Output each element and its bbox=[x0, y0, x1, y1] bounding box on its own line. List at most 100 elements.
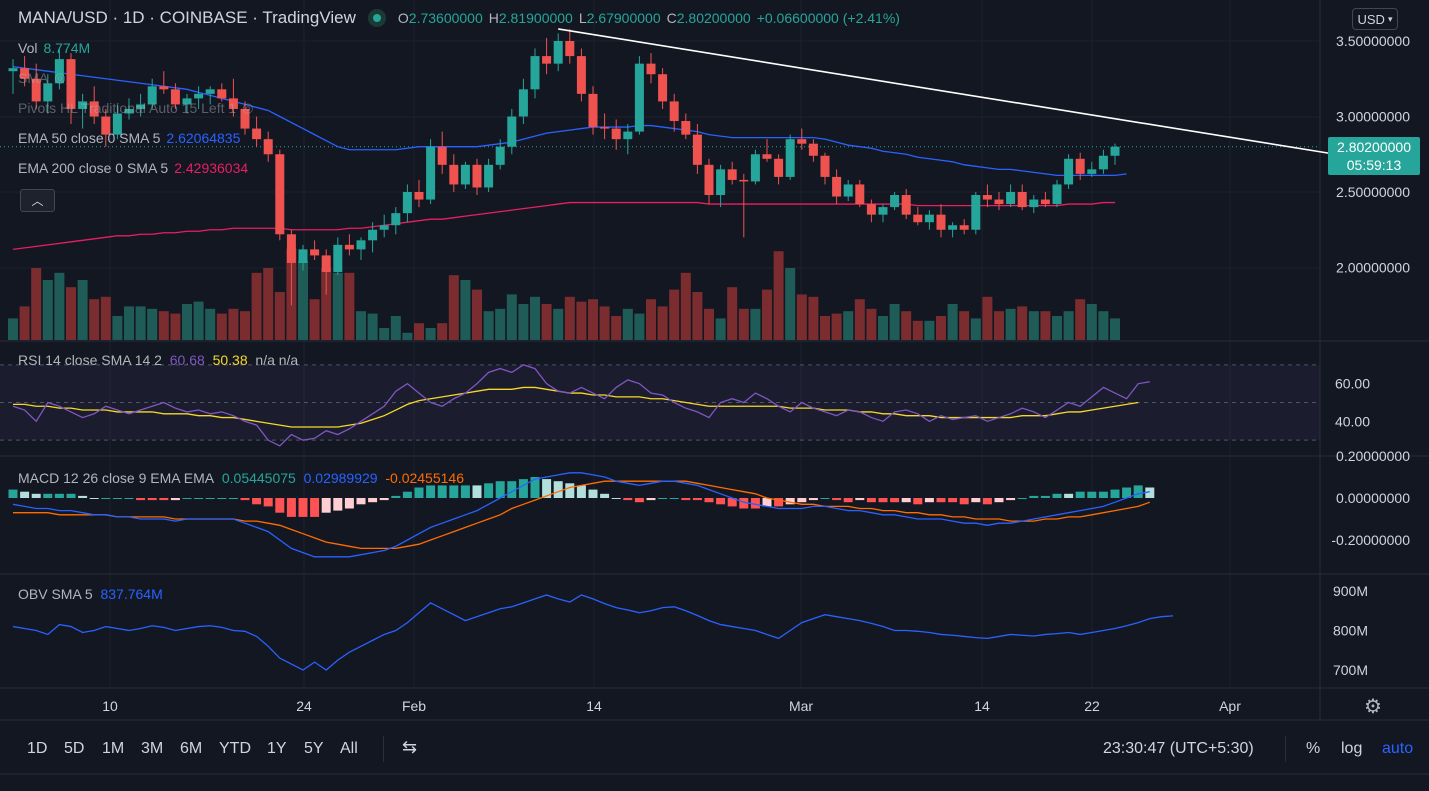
volume-bar bbox=[472, 289, 482, 340]
ema200-legend[interactable]: EMA 200 close 0 SMA 5 2.42936034 bbox=[18, 160, 249, 176]
candle-body bbox=[669, 101, 679, 122]
price-tick: 2.50000000 bbox=[1336, 184, 1410, 200]
rsi-legend[interactable]: RSI 14 close SMA 14 2 60.68 50.38 n/a n/… bbox=[18, 352, 299, 368]
macd-histogram-bar bbox=[8, 489, 18, 498]
candle-body bbox=[472, 164, 482, 188]
candle-body bbox=[692, 134, 702, 165]
timeframe-1y[interactable]: 1Y bbox=[267, 740, 287, 757]
volume-bar bbox=[158, 311, 169, 340]
candle-body bbox=[820, 155, 830, 177]
volume-bar bbox=[8, 318, 18, 340]
sma-legend[interactable]: SMA ◎ bbox=[18, 70, 66, 86]
macd-histogram-bar bbox=[913, 498, 923, 505]
volume-bar bbox=[1028, 311, 1039, 340]
volume-bar bbox=[611, 316, 622, 340]
volume-bar bbox=[54, 272, 65, 340]
candle-body bbox=[553, 41, 563, 64]
macd-histogram-bar bbox=[66, 493, 76, 498]
hidden-eye-icon[interactable]: ◎ bbox=[242, 100, 254, 115]
macd-histogram-bar bbox=[1122, 487, 1132, 498]
symbol-title[interactable]: MANA/USD · 1D · COINBASE · TradingView bbox=[18, 8, 356, 27]
log-scale-toggle[interactable]: log bbox=[1341, 740, 1363, 757]
candle-body bbox=[971, 195, 981, 230]
macd-histogram-bar bbox=[611, 498, 621, 499]
macd-histogram-bar bbox=[78, 495, 88, 498]
candle-body bbox=[832, 176, 842, 197]
macd-histogram-bar bbox=[518, 479, 528, 498]
date-range-icon[interactable]: ⇆ bbox=[402, 737, 418, 757]
candle-body bbox=[460, 164, 470, 185]
candle-body bbox=[112, 113, 122, 135]
collapse-legend-button[interactable]: ︿ bbox=[20, 189, 55, 212]
volume-bar bbox=[321, 268, 332, 340]
volume-bar bbox=[89, 299, 100, 340]
macd-histogram-bar bbox=[356, 498, 366, 505]
candle-body bbox=[275, 154, 285, 235]
pivots-legend[interactable]: Pivots HL Traditional Auto 15 Left 1 ◎ bbox=[18, 100, 254, 116]
candle-body bbox=[170, 89, 180, 105]
candle-body bbox=[402, 192, 412, 214]
macd-tick: 0.20000000 bbox=[1336, 448, 1410, 464]
timeframe-all[interactable]: All bbox=[340, 740, 358, 757]
macd-legend[interactable]: MACD 12 26 close 9 EMA EMA 0.05445075 0.… bbox=[18, 470, 464, 486]
macd-histogram-bar bbox=[565, 483, 575, 498]
volume-bar bbox=[1086, 304, 1097, 340]
volume-bar bbox=[437, 323, 448, 340]
candle-body bbox=[588, 93, 598, 128]
currency-button[interactable]: USD ▾ bbox=[1352, 8, 1398, 30]
candle-body bbox=[866, 204, 876, 215]
volume-bar bbox=[240, 311, 250, 340]
ema50-legend[interactable]: EMA 50 close 0 SMA 5 2.62064835 bbox=[18, 130, 241, 146]
timeframe-3m[interactable]: 3M bbox=[141, 740, 164, 757]
volume-bar bbox=[112, 316, 123, 340]
volume-bar bbox=[680, 272, 691, 340]
macd-histogram-bar bbox=[600, 493, 610, 498]
toolbar-divider bbox=[383, 736, 384, 762]
volume-bar bbox=[309, 299, 320, 340]
volume-bar bbox=[692, 292, 703, 340]
timeframe-5d[interactable]: 5D bbox=[64, 740, 85, 757]
hidden-eye-icon[interactable]: ◎ bbox=[54, 70, 66, 85]
candle-body bbox=[785, 139, 795, 177]
obv-legend[interactable]: OBV SMA 5 837.764M bbox=[18, 586, 163, 602]
volume-bar bbox=[588, 299, 598, 340]
candle-body bbox=[240, 108, 250, 129]
timeframe-ytd[interactable]: YTD bbox=[219, 740, 251, 757]
timeframe-1d[interactable]: 1D bbox=[27, 740, 48, 757]
macd-histogram-bar bbox=[240, 498, 250, 501]
percent-scale-toggle[interactable]: % bbox=[1306, 740, 1321, 757]
volume-bar bbox=[866, 308, 877, 340]
volume-bar bbox=[356, 311, 366, 340]
macd-histogram-bar bbox=[890, 498, 900, 503]
candle-body bbox=[716, 169, 726, 196]
chart-settings-icon[interactable]: ⚙ bbox=[1364, 696, 1382, 718]
candle-body bbox=[611, 128, 621, 140]
timeframe-6m[interactable]: 6M bbox=[180, 740, 203, 757]
macd-histogram-bar bbox=[147, 498, 157, 501]
candle-body bbox=[658, 74, 668, 102]
candle-body bbox=[739, 179, 749, 182]
candle-body bbox=[89, 101, 99, 117]
candle-body bbox=[495, 146, 505, 165]
macd-histogram-bar bbox=[170, 498, 180, 501]
clock-timezone[interactable]: 23:30:47 (UTC+5:30) bbox=[1103, 740, 1254, 757]
rsi-band bbox=[0, 364, 1320, 441]
time-tick: 22 bbox=[1084, 698, 1100, 714]
timeframe-1m[interactable]: 1M bbox=[102, 740, 125, 757]
macd-histogram-bar bbox=[391, 495, 401, 498]
candle-body bbox=[1052, 184, 1062, 205]
timeframe-5y[interactable]: 5Y bbox=[304, 740, 324, 757]
candle-body bbox=[356, 240, 366, 250]
macd-histogram-bar bbox=[553, 481, 563, 498]
candle-body bbox=[774, 158, 784, 177]
volume-bar bbox=[936, 316, 946, 340]
volume-legend[interactable]: Vol 8.774M bbox=[18, 40, 91, 56]
macd-histogram-bar bbox=[669, 498, 679, 499]
candle-body bbox=[808, 143, 818, 156]
macd-histogram-bar bbox=[785, 498, 795, 505]
auto-scale-toggle[interactable]: auto bbox=[1382, 740, 1414, 757]
macd-histogram-bar bbox=[901, 498, 911, 503]
volume-bar bbox=[344, 272, 355, 340]
candle-body bbox=[159, 86, 169, 90]
